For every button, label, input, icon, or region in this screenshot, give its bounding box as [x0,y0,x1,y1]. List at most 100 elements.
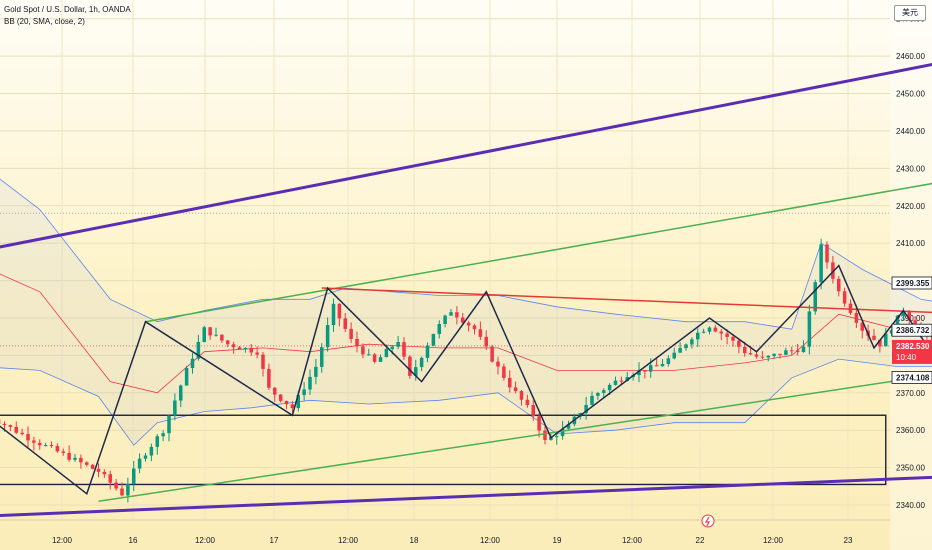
candle-body [455,312,459,318]
indicator-title: BB (20, SMA, close, 2) [4,17,85,26]
candle-body [742,346,747,354]
y-tick-label: 2420.00 [896,202,925,211]
candle-body [619,380,624,382]
candle-body [719,331,724,334]
candle-body [90,464,95,469]
candle-body [243,347,248,350]
candle-body [137,458,142,469]
candle-body [449,312,453,316]
candle-body [26,434,30,441]
candle-body [654,365,659,367]
x-tick-label: 16 [129,536,138,545]
event-marker-icon [701,514,715,528]
candle-body [384,348,389,358]
price-label-value: 2374.108 [896,373,930,382]
candle-body [302,389,306,396]
candle-body [184,367,189,386]
candle-body [402,342,406,357]
candle-body [825,244,829,263]
candle-body [272,387,277,395]
candle-body [637,370,641,376]
candle-body [67,452,71,460]
candle-body [496,361,500,367]
price-label-box [891,276,932,290]
candle-body [554,436,559,438]
candle-body [831,262,835,279]
candle-body [519,391,524,400]
candle-body [431,333,436,346]
candle-body [801,346,806,353]
outer-channel-upper-line [0,63,932,249]
candle-body [314,366,318,377]
candle-body [596,393,600,396]
candle-body [466,322,471,326]
y-tick-label: 2350.00 [896,464,925,473]
zone-rectangle [0,414,887,486]
candle-body [731,336,735,341]
candle-body [249,347,254,353]
candle-body [660,364,665,367]
candle-body [278,394,283,401]
x-tick-label: 22 [696,536,705,545]
candle-body [325,324,330,348]
candle-body [789,350,794,352]
candle-body [378,357,383,362]
candle-body [413,367,418,376]
candle-body [666,358,671,365]
candle-body [61,451,66,453]
candle-body [79,457,83,463]
candle-body [725,333,729,337]
candle-body [842,291,847,304]
candle-body [684,344,688,349]
candle-body [807,311,812,347]
candle-body [531,405,536,417]
candle-body [237,347,242,350]
candle-body [425,345,430,358]
candle-body [126,483,130,496]
candle-body [613,380,618,385]
candle-body [772,353,776,356]
x-tick-label: 12:00 [338,536,359,545]
candle-body [737,340,741,347]
candle-body [372,354,377,362]
candle-body [49,445,54,447]
candle-body [748,353,753,355]
candle-body [284,400,289,405]
candle-body [478,329,483,337]
candle-body [43,445,48,447]
candle-body [590,395,594,405]
y-tick-label: 2410.00 [896,239,925,248]
candle-body [836,278,841,292]
candle-body [490,346,494,362]
y-tick-label: 2440.00 [896,127,925,136]
x-tick-label: 12:00 [195,536,216,545]
candle-body [537,416,541,431]
bb-basis [0,273,932,394]
candle-body [308,376,312,390]
candle-body [707,327,712,332]
y-tick-label: 2430.00 [896,164,925,173]
currency-button[interactable]: 美元 [894,5,926,21]
candle-body [784,350,788,355]
candle-body [543,430,547,440]
x-tick-label: 18 [410,536,419,545]
y-tick-label: 2340.00 [896,501,925,510]
candle-body [96,468,101,472]
candle-body [20,432,24,435]
candle-body [472,325,477,330]
candle-body [149,446,154,456]
candle-body [813,282,818,312]
candle-body [408,356,412,376]
candle-body [507,377,512,388]
candle-body [766,355,771,358]
candle-body [795,350,800,353]
candle-body [901,312,906,316]
candle-body [584,404,588,414]
candle-body [208,327,212,336]
candle-body [648,365,653,372]
candle-body [225,340,230,345]
inner-channel-lower-line [98,374,932,503]
bb-lower-band [0,358,932,446]
candle-body [713,327,718,332]
